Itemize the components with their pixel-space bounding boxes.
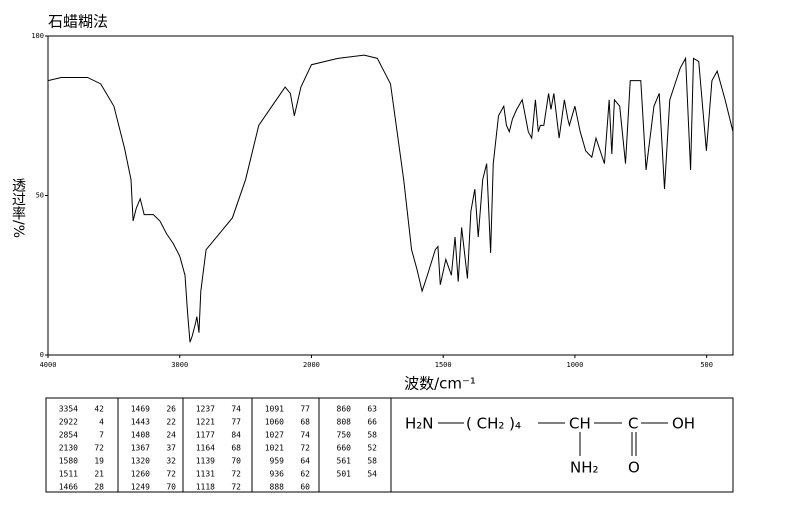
peak-wavenumber: 1580 — [59, 457, 78, 466]
peak-wavenumber: 1177 — [196, 431, 215, 440]
peak-wavenumber: 1237 — [196, 405, 215, 414]
chem-text: NH₂ — [570, 459, 599, 477]
peak-transmittance: 72 — [300, 444, 310, 453]
peak-wavenumber: 561 — [337, 457, 352, 466]
x-tick-label: 1500 — [435, 361, 452, 369]
peak-wavenumber: 1091 — [265, 405, 284, 414]
peak-transmittance: 22 — [166, 418, 176, 427]
peak-transmittance: 77 — [300, 405, 310, 414]
peak-wavenumber: 888 — [270, 483, 285, 492]
peak-transmittance: 62 — [300, 470, 310, 479]
peak-wavenumber: 1511 — [59, 470, 78, 479]
peak-transmittance: 26 — [166, 405, 176, 414]
peak-transmittance: 63 — [367, 405, 377, 414]
peak-wavenumber: 1320 — [131, 457, 150, 466]
peak-transmittance: 7 — [99, 431, 104, 440]
peak-transmittance: 70 — [166, 483, 176, 492]
peak-transmittance: 68 — [231, 444, 241, 453]
peak-wavenumber: 501 — [337, 470, 352, 479]
peak-wavenumber: 1060 — [265, 418, 284, 427]
chem-text: C — [628, 415, 638, 433]
peak-transmittance: 74 — [231, 405, 241, 414]
peak-wavenumber: 1249 — [131, 483, 150, 492]
peak-transmittance: 74 — [300, 431, 310, 440]
peak-wavenumber: 860 — [337, 405, 352, 414]
peak-wavenumber: 1221 — [196, 418, 215, 427]
table-frame — [45, 397, 734, 493]
peak-wavenumber: 1164 — [196, 444, 215, 453]
x-tick-label: 500 — [700, 361, 713, 369]
peak-transmittance: 84 — [231, 431, 241, 440]
peak-transmittance: 60 — [300, 483, 310, 492]
chem-text: OH — [672, 415, 695, 433]
peak-transmittance: 66 — [367, 418, 377, 427]
peak-wavenumber: 1131 — [196, 470, 215, 479]
x-tick-label: 3000 — [171, 361, 188, 369]
peak-transmittance: 37 — [166, 444, 176, 453]
peak-wavenumber: 660 — [337, 444, 352, 453]
x-tick-label: 1000 — [566, 361, 583, 369]
peak-transmittance: 72 — [166, 470, 176, 479]
peak-transmittance: 52 — [367, 444, 377, 453]
peak-wavenumber: 1466 — [59, 483, 78, 492]
peak-wavenumber: 2854 — [59, 431, 78, 440]
peak-wavenumber: 1443 — [131, 418, 150, 427]
peak-transmittance: 58 — [367, 457, 377, 466]
peak-transmittance: 68 — [300, 418, 310, 427]
y-axis-label: 透过率/% — [10, 178, 26, 238]
spectrum-line — [47, 54, 734, 343]
x-axis-label: 波数/cm⁻¹ — [404, 375, 476, 393]
peak-wavenumber: 959 — [270, 457, 285, 466]
peak-wavenumber: 1027 — [265, 431, 284, 440]
peak-transmittance: 42 — [94, 405, 104, 414]
peak-transmittance: 72 — [231, 470, 241, 479]
peak-transmittance: 64 — [300, 457, 310, 466]
chem-text: CH — [569, 415, 591, 433]
chem-text: O — [628, 459, 640, 477]
peak-wavenumber: 1118 — [196, 483, 215, 492]
peak-wavenumber: 750 — [337, 431, 352, 440]
peak-wavenumber: 1260 — [131, 470, 150, 479]
peak-wavenumber: 1021 — [265, 444, 284, 453]
peak-wavenumber: 808 — [337, 418, 352, 427]
peak-wavenumber: 1139 — [196, 457, 215, 466]
peak-wavenumber: 936 — [270, 470, 285, 479]
peak-transmittance: 72 — [94, 444, 104, 453]
peak-transmittance: 21 — [94, 470, 104, 479]
peak-transmittance: 19 — [94, 457, 104, 466]
chem-text: H₂N — [405, 415, 434, 433]
peak-transmittance: 72 — [231, 483, 241, 492]
peak-transmittance: 54 — [367, 470, 377, 479]
peak-wavenumber: 1367 — [131, 444, 150, 453]
y-tick-label: 50 — [36, 192, 44, 200]
peak-wavenumber: 3354 — [59, 405, 78, 414]
peak-transmittance: 77 — [231, 418, 241, 427]
peak-wavenumber: 1469 — [131, 405, 150, 414]
peak-wavenumber: 2922 — [59, 418, 78, 427]
peak-transmittance: 28 — [94, 483, 104, 492]
peak-transmittance: 4 — [99, 418, 104, 427]
structure — [438, 422, 668, 456]
peak-transmittance: 32 — [166, 457, 176, 466]
peak-transmittance: 24 — [166, 431, 176, 440]
peak-transmittance: 70 — [231, 457, 241, 466]
peak-wavenumber: 2130 — [59, 444, 78, 453]
peak-wavenumber: 1408 — [131, 431, 150, 440]
chem-text: ( CH₂ )₄ — [466, 415, 521, 433]
x-tick-label: 4000 — [40, 361, 57, 369]
peak-transmittance: 58 — [367, 431, 377, 440]
y-tick-label: 0 — [40, 351, 44, 359]
x-tick-label: 2000 — [303, 361, 320, 369]
chart-title: 石蜡糊法 — [48, 13, 108, 31]
y-tick-label: 100 — [31, 32, 44, 40]
